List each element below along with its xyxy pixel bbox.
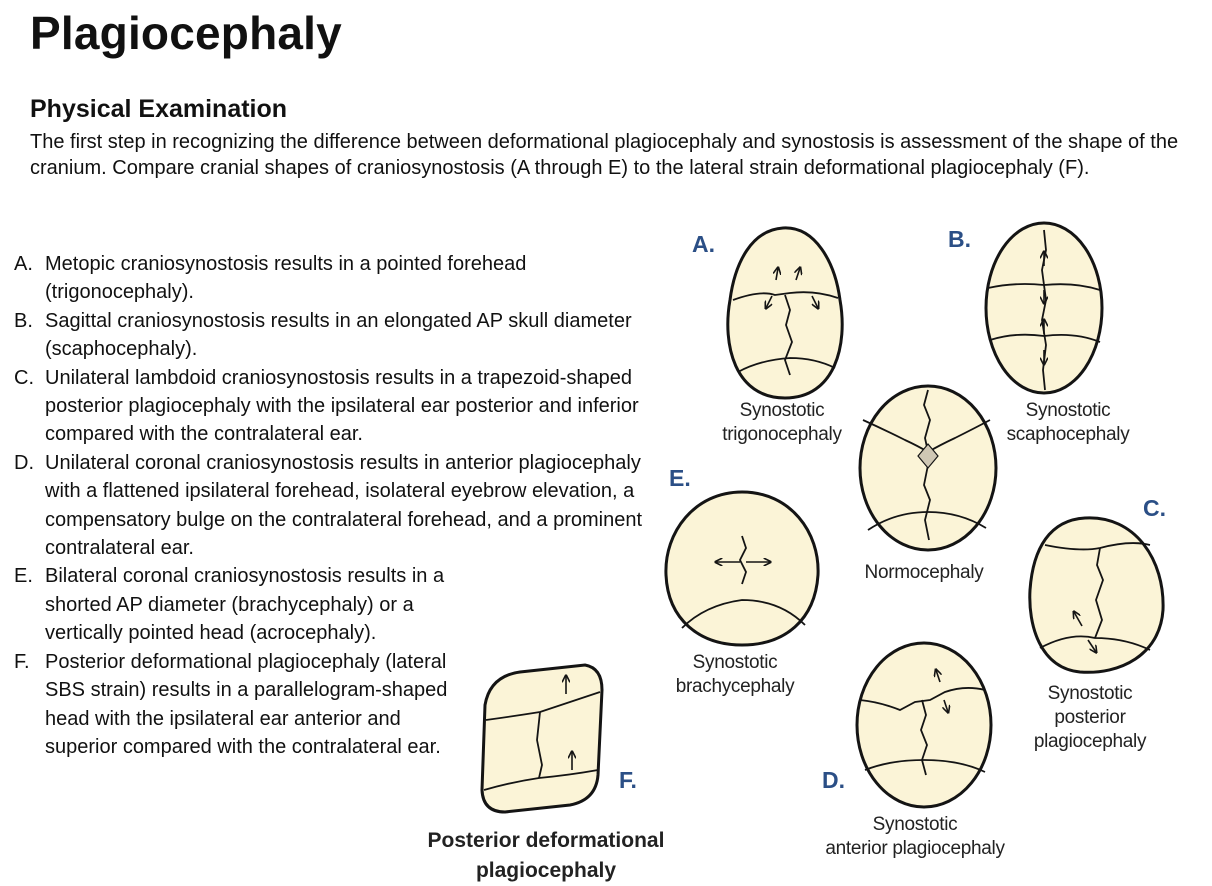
list-text: Unilateral lambdoid craniosynostosis res… bbox=[45, 366, 639, 446]
list-item: A. Metopic craniosynostosis results in a … bbox=[14, 250, 675, 307]
caption-f-line2: plagiocephaly bbox=[476, 859, 616, 882]
caption-d-line1: Synostotic bbox=[873, 814, 958, 835]
list-letter: A. bbox=[14, 253, 33, 275]
caption-c-line2: posterior bbox=[1054, 707, 1126, 728]
list-letter: D. bbox=[14, 451, 34, 474]
skull-scaphocephaly bbox=[984, 221, 1104, 395]
caption-normocephaly: Normocephaly bbox=[865, 562, 985, 583]
skull-trigonocephaly bbox=[726, 226, 844, 400]
list-letter: F. bbox=[14, 650, 30, 673]
list-item: D. Unilateral coronal craniosynostosis re… bbox=[14, 449, 675, 563]
section-heading: Physical Examination bbox=[30, 95, 288, 123]
list-letter: E. bbox=[14, 565, 33, 588]
skull-synostotic-posterior-plagiocephaly bbox=[1028, 516, 1165, 674]
description-list: A. Metopic craniosynostosis results in a … bbox=[14, 250, 675, 761]
caption-c-line1: Synostotic bbox=[1048, 683, 1133, 704]
intro-paragraph: The first step in recognizing the differ… bbox=[30, 131, 1179, 179]
list-text: Posterior deformational plagiocephaly (l… bbox=[45, 650, 448, 758]
list-item: E. Bilateral coronal craniosynostosis res… bbox=[14, 562, 455, 647]
list-item: B. Sagittal craniosynostosis results in a… bbox=[14, 307, 675, 364]
list-item: F. Posterior deformational plagiocephaly … bbox=[14, 648, 455, 762]
label-c: C. bbox=[1143, 495, 1166, 521]
list-text: Sagittal craniosynostosis results in an … bbox=[45, 309, 632, 361]
caption-d-line2: anterior plagiocephaly bbox=[825, 838, 1005, 859]
caption-a-line1: Synostotic bbox=[740, 400, 825, 421]
skull-posterior-deformational-plagiocephaly bbox=[480, 663, 604, 814]
caption-c-line3: plagiocephaly bbox=[1034, 731, 1147, 752]
caption-e-line1: Synostotic bbox=[693, 652, 778, 673]
list-letter: B. bbox=[14, 309, 33, 332]
label-f: F. bbox=[619, 767, 637, 793]
skull-synostotic-anterior-plagiocephaly bbox=[855, 641, 993, 809]
caption-a-line2: trigonocephaly bbox=[722, 424, 842, 445]
list-text: Bilateral coronal craniosynostosis resul… bbox=[45, 565, 445, 645]
page-title: Plagiocephaly bbox=[30, 7, 342, 59]
caption-f-line1: Posterior deformational bbox=[428, 829, 665, 852]
label-a: A. bbox=[692, 231, 715, 257]
label-e: E. bbox=[669, 465, 691, 491]
list-text: Metopic craniosynostosis results in a po… bbox=[45, 253, 527, 304]
skull-normocephaly bbox=[858, 384, 998, 552]
skull-brachycephaly bbox=[664, 490, 820, 647]
list-letter: C. bbox=[14, 366, 34, 389]
caption-b-line2: scaphocephaly bbox=[1007, 424, 1131, 445]
list-text: Unilateral coronal craniosynostosis resu… bbox=[45, 451, 643, 560]
label-b: B. bbox=[948, 226, 971, 252]
caption-b-line1: Synostotic bbox=[1026, 400, 1111, 421]
label-d: D. bbox=[822, 767, 845, 793]
caption-e-line2: brachycephaly bbox=[676, 676, 795, 697]
list-item: C. Unilateral lambdoid craniosynostosis r… bbox=[14, 364, 675, 449]
